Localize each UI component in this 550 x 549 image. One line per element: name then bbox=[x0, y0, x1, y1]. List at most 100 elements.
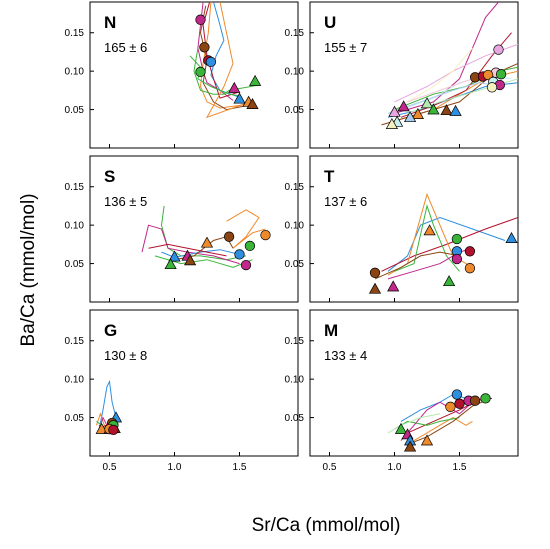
y-tick-label: 0.05 bbox=[285, 259, 305, 270]
triangle-marker bbox=[449, 104, 462, 116]
series-line bbox=[98, 379, 117, 430]
panel-s: 0.05 0.10 0.15 S 136 ± 5 bbox=[65, 155, 299, 303]
panel-frame bbox=[89, 155, 299, 303]
y-tick-label: 0.05 bbox=[65, 259, 85, 270]
y-tick-label: 0.15 bbox=[65, 182, 85, 193]
series-line bbox=[161, 249, 240, 258]
series-line bbox=[387, 247, 473, 280]
panel-letter: M bbox=[324, 321, 338, 340]
triangle-marker bbox=[200, 236, 214, 248]
triangle-marker bbox=[164, 258, 177, 270]
circle-marker bbox=[469, 395, 481, 406]
x-tick-label: 1.5 bbox=[453, 462, 467, 473]
circle-marker bbox=[199, 42, 210, 53]
triangle-marker bbox=[385, 117, 398, 129]
y-tick-label: 0.10 bbox=[65, 221, 85, 232]
panel-letter: T bbox=[324, 167, 335, 186]
series-line bbox=[400, 47, 473, 107]
series-line bbox=[199, 5, 247, 111]
panel-value: 130 ± 8 bbox=[104, 348, 147, 363]
panel-g: 0.05 0.10 0.15 0.5 1.0 1.5 G 130 ± 8 bbox=[65, 309, 299, 473]
panel-frame bbox=[89, 1, 299, 149]
series-line bbox=[387, 216, 506, 272]
triangle-marker bbox=[233, 92, 246, 104]
circle-marker bbox=[240, 259, 252, 271]
panel-letter: U bbox=[324, 13, 336, 32]
triangle-marker bbox=[184, 254, 197, 266]
x-tick-label: 0.5 bbox=[323, 462, 337, 473]
plot-area bbox=[381, 2, 518, 129]
triangle-marker bbox=[394, 422, 408, 434]
panel-value: 165 ± 6 bbox=[104, 40, 147, 55]
y-tick-label: 0.10 bbox=[285, 221, 305, 232]
triangle-marker bbox=[368, 282, 382, 294]
circle-marker bbox=[482, 69, 494, 81]
series-line bbox=[387, 82, 506, 114]
x-tick-label: 1.5 bbox=[233, 462, 247, 473]
panel-m: 0.05 0.10 0.15 0.5 1.0 1.5 M 133 ± 4 bbox=[285, 309, 519, 473]
series-line bbox=[205, 2, 251, 119]
triangle-marker bbox=[168, 250, 181, 262]
plot-area bbox=[95, 379, 123, 436]
triangle-marker bbox=[505, 231, 518, 243]
circle-marker bbox=[244, 240, 256, 252]
series-line bbox=[199, 2, 256, 109]
y-tick-label: 0.05 bbox=[65, 413, 85, 424]
panel-letter: G bbox=[104, 321, 117, 340]
circle-marker bbox=[454, 398, 465, 409]
triangle-marker bbox=[440, 104, 453, 116]
panel-frame bbox=[309, 155, 519, 303]
y-tick-label: 0.10 bbox=[65, 375, 85, 386]
triangle-marker bbox=[423, 224, 436, 236]
circle-marker bbox=[493, 44, 504, 55]
circle-marker bbox=[445, 401, 456, 412]
circle-marker bbox=[260, 229, 271, 241]
panel-frame bbox=[89, 309, 299, 457]
circle-marker bbox=[195, 66, 206, 78]
series-line bbox=[387, 413, 441, 434]
y-tick-label: 0.15 bbox=[285, 336, 305, 347]
y-tick-label: 0.15 bbox=[65, 28, 85, 39]
circle-marker bbox=[451, 253, 463, 265]
series-line bbox=[141, 224, 240, 265]
circle-marker bbox=[464, 246, 476, 257]
y-tick-label: 0.05 bbox=[285, 413, 305, 424]
circle-marker bbox=[451, 233, 463, 245]
panel-frame bbox=[309, 309, 519, 457]
triangle-marker bbox=[246, 97, 259, 109]
series-line bbox=[374, 251, 460, 280]
triangle-marker bbox=[443, 275, 456, 287]
circle-marker bbox=[108, 424, 119, 436]
triangle-marker bbox=[249, 74, 262, 86]
panel-n: 0.05 0.10 0.15 N 165 ± 6 bbox=[65, 1, 299, 149]
circle-marker bbox=[451, 389, 463, 400]
circle-marker bbox=[486, 82, 498, 93]
circle-marker bbox=[195, 14, 206, 25]
y-tick-label: 0.10 bbox=[65, 67, 85, 78]
y-tick-label: 0.15 bbox=[285, 182, 305, 193]
y-tick-label: 0.10 bbox=[285, 375, 305, 386]
circle-marker bbox=[369, 267, 381, 278]
y-tick-label: 0.15 bbox=[285, 28, 305, 39]
panel-value: 155 ± 7 bbox=[324, 40, 367, 55]
circle-marker bbox=[480, 393, 491, 404]
x-tick-label: 1.0 bbox=[388, 462, 402, 473]
plot-area bbox=[387, 389, 493, 452]
plot-area bbox=[189, 2, 262, 119]
circle-marker bbox=[205, 56, 217, 68]
series-line bbox=[381, 217, 518, 272]
plot-area bbox=[141, 205, 271, 271]
circle-marker bbox=[223, 231, 235, 242]
triangle-marker bbox=[388, 105, 401, 117]
panel-grid: 0.05 0.10 0.15 N 165 ± 6 0.05 0.10 0.15 U 155 ± 7… bbox=[65, 1, 519, 473]
triangle-marker bbox=[427, 103, 440, 115]
y-tick-label: 0.05 bbox=[65, 105, 85, 116]
panel-letter: S bbox=[104, 167, 115, 186]
panel-letter: N bbox=[104, 13, 116, 32]
panel-value: 136 ± 5 bbox=[104, 194, 147, 209]
triangle-marker bbox=[404, 440, 417, 452]
triangle-marker bbox=[420, 97, 434, 109]
panel-u: 0.05 0.10 0.15 U 155 ± 7 bbox=[285, 1, 519, 149]
triangle-marker bbox=[387, 280, 400, 292]
